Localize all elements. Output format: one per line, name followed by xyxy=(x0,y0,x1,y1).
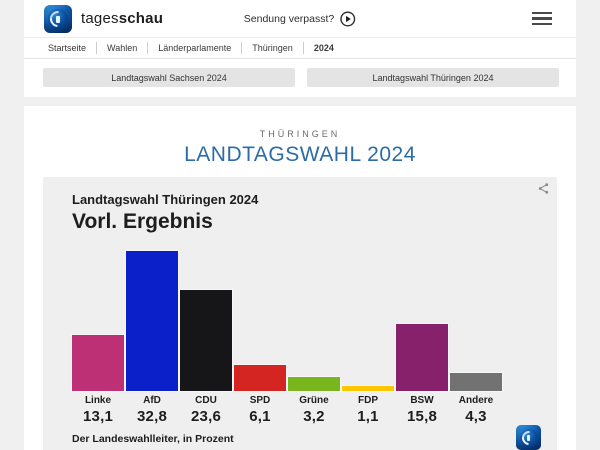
bar-afd xyxy=(126,251,178,391)
election-tabs: Landtagswahl Sachsen 2024 Landtagswahl Th… xyxy=(24,58,576,97)
section-gap xyxy=(24,97,576,106)
tagesschau-logo-icon[interactable] xyxy=(44,4,72,33)
breadcrumb: Startseite Wahlen Länderparlamente Thüringe… xyxy=(24,37,576,58)
party-value: 23,6 xyxy=(191,408,221,425)
party-value: 32,8 xyxy=(137,408,167,425)
party-value: 4,3 xyxy=(465,408,487,425)
page-title: LANDTAGSWAHL 2024 xyxy=(184,143,416,166)
main-section: THÜRINGEN LANDTAGSWAHL 2024 Landtagswahl… xyxy=(24,106,576,450)
tagesschau-watermark-icon xyxy=(516,425,541,450)
bar-bsw xyxy=(396,324,448,391)
party-label: Linke xyxy=(84,395,112,406)
bar-label-cell: AfD 32,8 xyxy=(126,395,178,425)
bar-label-cell: SPD 6,1 xyxy=(234,395,286,425)
bar-labels: Linke 13,1 AfD 32,8 CDU 23,6 SPD 6,1 Grüne 3,2 FDP… xyxy=(72,395,502,425)
party-label: FDP xyxy=(358,395,378,406)
missed-show-label: Sendung verpasst? xyxy=(243,12,335,25)
globe-icon xyxy=(48,8,68,29)
bar-cdu xyxy=(180,290,232,391)
bar-label-cell: Linke 13,1 xyxy=(72,395,124,425)
bar-label-cell: Grüne 3,2 xyxy=(288,395,340,425)
bar-grüne xyxy=(288,377,340,391)
party-label: BSW xyxy=(410,395,434,406)
bar-label-cell: BSW 15,8 xyxy=(396,395,448,425)
breadcrumb-separator xyxy=(302,42,304,54)
site-header: tagesschau Sendung verpasst? Startseite W… xyxy=(24,0,576,97)
share-icon[interactable] xyxy=(537,182,550,195)
party-label: SPD xyxy=(249,395,271,406)
brand-bold: schau xyxy=(118,10,164,27)
breadcrumb-separator xyxy=(147,42,149,54)
missed-show-link[interactable]: Sendung verpasst? xyxy=(243,10,356,27)
breadcrumb-item[interactable]: Länderparlamente xyxy=(158,43,232,53)
brand-regular: tages xyxy=(81,10,119,27)
bar-label-cell: CDU 23,6 xyxy=(180,395,232,425)
bar-spd xyxy=(234,365,286,391)
brand-wordmark[interactable]: tagesschau xyxy=(81,10,163,27)
bar-label-cell: Andere 4,3 xyxy=(450,395,502,425)
page: tagesschau Sendung verpasst? Startseite W… xyxy=(24,0,576,450)
breadcrumb-separator xyxy=(96,42,98,54)
party-value: 13,1 xyxy=(83,408,113,425)
result-chart-card: Landtagswahl Thüringen 2024 Vorl. Ergebn… xyxy=(43,177,557,450)
chart-title: Landtagswahl Thüringen 2024 xyxy=(72,192,259,207)
globe-icon xyxy=(519,428,538,447)
party-value: 3,2 xyxy=(303,408,325,425)
party-label: AfD xyxy=(143,395,161,406)
breadcrumb-item[interactable]: Startseite xyxy=(48,43,87,53)
bar-linke xyxy=(72,335,124,391)
breadcrumb-separator xyxy=(241,42,243,54)
region-kicker: THÜRINGEN xyxy=(259,129,341,139)
party-value: 1,1 xyxy=(357,408,379,425)
party-label: CDU xyxy=(195,395,217,406)
election-tab-button[interactable]: Landtagswahl Thüringen 2024 xyxy=(307,68,559,87)
bar-fdp xyxy=(342,386,394,391)
bar-andere xyxy=(450,373,502,391)
chart-subtitle: Vorl. Ergebnis xyxy=(72,210,213,233)
menu-icon[interactable] xyxy=(532,11,552,26)
party-value: 15,8 xyxy=(407,408,437,425)
bar-label-cell: FDP 1,1 xyxy=(342,395,394,425)
party-label: Grüne xyxy=(299,395,329,406)
chart-source: Der Landeswahlleiter, in Prozent xyxy=(72,433,234,445)
breadcrumb-item[interactable]: Wahlen xyxy=(107,43,138,53)
election-tab-button[interactable]: Landtagswahl Sachsen 2024 xyxy=(43,68,295,87)
bar-chart xyxy=(72,251,502,391)
breadcrumb-item[interactable]: Thüringen xyxy=(252,43,293,53)
party-label: Andere xyxy=(458,395,494,406)
party-value: 6,1 xyxy=(249,408,271,425)
topbar: tagesschau Sendung verpasst? xyxy=(24,0,576,37)
breadcrumb-item[interactable]: 2024 xyxy=(313,43,334,53)
play-icon[interactable] xyxy=(340,10,356,27)
